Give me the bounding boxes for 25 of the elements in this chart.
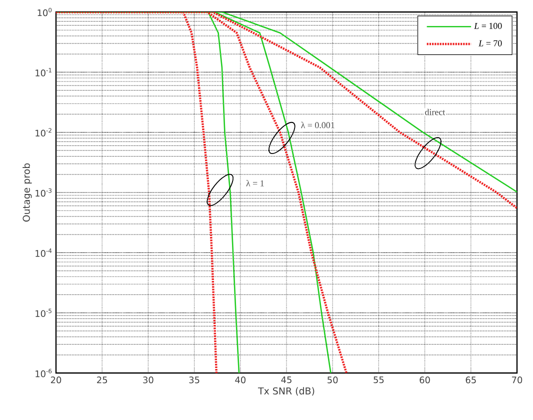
legend-label: L = 70 [478,40,502,46]
annotation: direct [425,108,446,116]
y-tick-label: 10$^{-2}$ [36,128,52,137]
y-tick-label: 10$^{-3}$ [36,188,52,197]
x-tick-label: 70 [512,376,522,384]
y-tick-label: 10$^{-1}$ [36,68,52,76]
legend-label: L = 100 [474,22,502,29]
x-tick-label: 60 [420,376,430,384]
x-tick-label: 65 [466,376,476,384]
x-tick-label: 30 [143,376,154,384]
x-tick-label: 55 [374,376,384,384]
annotation: λ = 0.001 [301,122,334,128]
y-tick-label: 10$^{-5}$ [36,308,52,317]
annotation: λ = 1 [246,180,264,186]
x-tick-label: 35 [189,376,200,384]
x-tick-label: 45 [281,376,292,384]
y-tick-label: 10$^{0}$ [38,8,52,16]
x-tick-label: 40 [235,376,246,384]
x-tick-label: 20 [50,376,62,384]
y-tick-label: 10$^{-4}$ [36,248,52,257]
x-tick-label: 25 [97,376,108,384]
y-tick-label: 10$^{-6}$ [36,368,52,378]
x-tick-label: 50 [328,376,338,384]
x-axis-title: Tx SNR (dB) [258,387,314,396]
y-axis-title: Outage prob [22,163,32,222]
